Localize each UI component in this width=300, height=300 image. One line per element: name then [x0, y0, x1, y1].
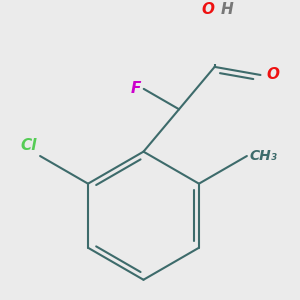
Text: O: O — [202, 2, 214, 17]
Text: CH₃: CH₃ — [250, 149, 278, 163]
Text: H: H — [220, 2, 233, 17]
Text: O: O — [266, 68, 279, 82]
Text: F: F — [130, 81, 141, 96]
Text: Cl: Cl — [21, 138, 37, 153]
